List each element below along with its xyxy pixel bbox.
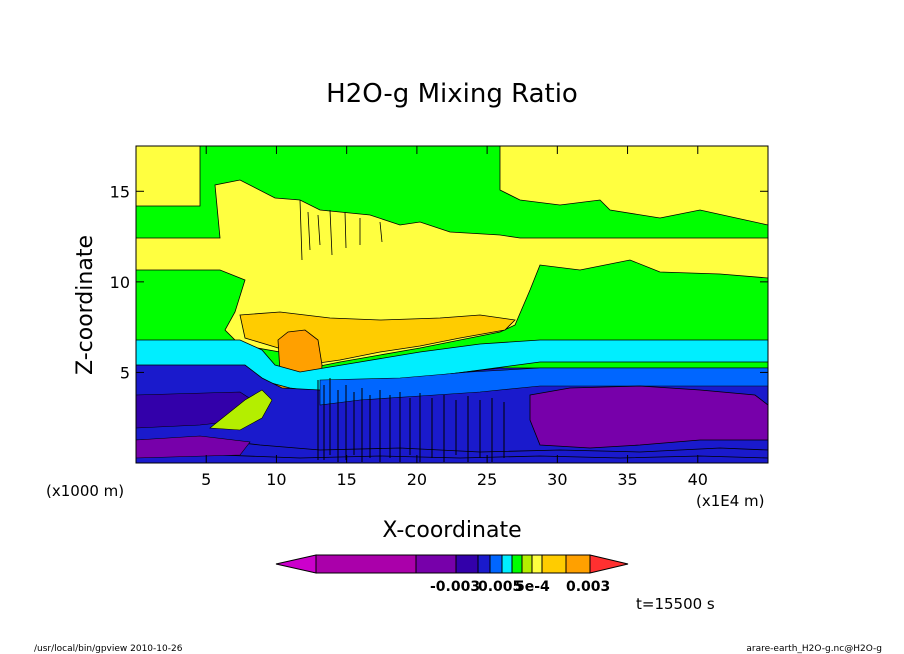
x-unit-right: (x1E4 m) <box>696 492 765 510</box>
chart-title: H2O-g Mixing Ratio <box>326 79 578 109</box>
footer-left: /usr/local/bin/gpview 2010-10-26 <box>34 644 183 654</box>
colorbar-label-4: 0.003 <box>566 579 610 595</box>
plot-area <box>136 146 768 463</box>
field-bottom-purple <box>136 435 251 459</box>
field-deep-purple-right <box>529 385 768 449</box>
x-tick-label: 20 <box>407 470 427 489</box>
x-axis: 5 10 15 20 25 30 35 40 <box>201 146 708 489</box>
colorbar-label-1: -0.003 <box>430 579 480 595</box>
colorbar-left-arrow <box>275 554 317 574</box>
x-tick-label: 15 <box>336 470 356 489</box>
field-blue-band-2 <box>319 367 768 406</box>
x-unit-left: (x1000 m) <box>46 482 124 500</box>
x-tick-label: 10 <box>266 470 286 489</box>
y-tick-label: 5 <box>120 363 130 382</box>
colorbar-right-arrow <box>589 554 629 574</box>
colorbar-label-2: 0.005 <box>478 579 522 595</box>
colorbar: -0.003 0.005 5e-4 0.003 <box>275 554 629 595</box>
colorbar-label-3: 5e-4 <box>515 579 550 595</box>
field-lightgreen-plume <box>209 389 273 431</box>
time-label: t=15500 s <box>636 595 715 613</box>
y-tick-label: 15 <box>110 182 130 201</box>
plot-frame <box>135 145 769 464</box>
y-axis: 5 10 15 <box>110 182 768 382</box>
field-upper-yellow-left <box>136 146 201 207</box>
x-tick-label: 35 <box>617 470 637 489</box>
field-upper-yellow-right <box>499 146 768 226</box>
y-tick-label: 10 <box>110 273 130 292</box>
footer-right: arare-earth_H2O-g.nc@H2O-g <box>746 644 882 654</box>
x-tick-label: 5 <box>201 470 211 489</box>
x-axis-label: X-coordinate <box>382 518 521 543</box>
x-tick-label: 25 <box>477 470 497 489</box>
x-tick-label: 30 <box>547 470 567 489</box>
y-axis-label: Z-coordinate <box>73 235 98 375</box>
x-tick-label: 40 <box>688 470 708 489</box>
